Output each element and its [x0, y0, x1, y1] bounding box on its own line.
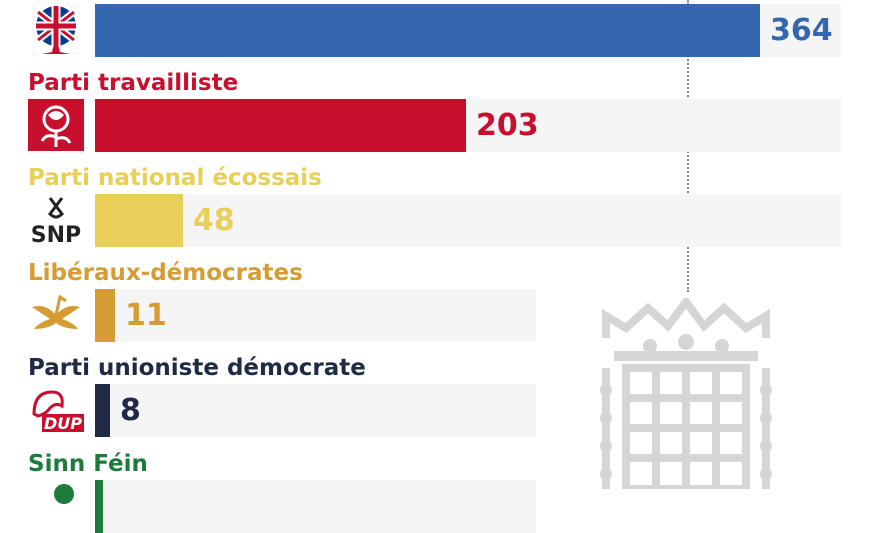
- bar-track: [95, 194, 841, 247]
- party-label: Parti unioniste démocrate: [28, 355, 366, 381]
- chart: 364 Parti travailliste 203 Parti national é…: [28, 0, 841, 533]
- snp-logo-icon: SNP: [31, 197, 81, 246]
- bar: [95, 4, 760, 57]
- data-label: 11: [125, 298, 167, 333]
- bar-track: [95, 384, 536, 437]
- bar: [95, 289, 115, 342]
- conservative-tree-union-flag-icon: [35, 6, 77, 54]
- data-label: 203: [476, 108, 539, 143]
- party-label: Parti national écossais: [28, 165, 322, 191]
- labour-rose-icon: [28, 99, 84, 151]
- data-label: 48: [193, 203, 235, 238]
- bar: [95, 194, 183, 247]
- bar: [95, 99, 466, 152]
- party-label: Libéraux-démocrates: [28, 260, 303, 286]
- party-label: Sinn Féin: [28, 451, 148, 477]
- libdem-bird-icon: [32, 294, 80, 329]
- bar: [95, 384, 110, 437]
- bar-track: [95, 289, 536, 342]
- data-label: 8: [120, 393, 141, 428]
- sinn-fein-icon: [54, 484, 74, 504]
- svg-text:DUP: DUP: [44, 414, 82, 433]
- bar: [95, 480, 103, 533]
- data-label: 364: [770, 13, 833, 48]
- svg-text:SNP: SNP: [31, 223, 81, 246]
- bar-track: [95, 480, 536, 533]
- party-label: Parti travailliste: [28, 70, 239, 96]
- portcullis-icon: [600, 298, 772, 489]
- dup-lion-icon: DUP: [32, 390, 84, 433]
